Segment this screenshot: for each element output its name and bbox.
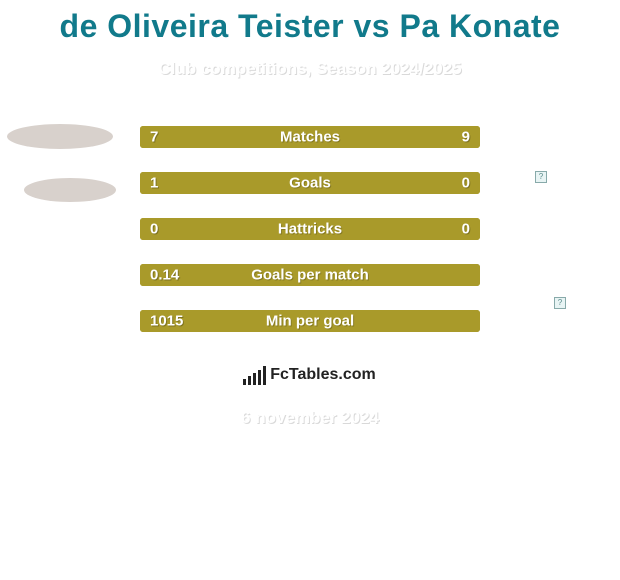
stat-bar-right: [473, 264, 480, 286]
left-photo-placeholder-1: [7, 124, 113, 149]
stat-bar-left: [140, 126, 279, 148]
missing-image-icon: ?: [554, 297, 566, 309]
stat-value-right: 0: [462, 175, 470, 192]
subtitle: Club competitions, Season 2024/2025: [0, 59, 620, 79]
stat-value-left: 1015: [150, 313, 183, 330]
stat-bar-left: [140, 172, 402, 194]
missing-image-icon: ?: [535, 171, 547, 183]
stat-label: Min per goal: [266, 313, 354, 330]
logo-bars-icon: [243, 365, 266, 385]
right-photo-placeholder-2: ?: [498, 260, 602, 345]
comparison-infographic: de Oliveira Teister vs Pa Konate Club co…: [0, 0, 620, 580]
stat-value-left: 0: [150, 221, 158, 238]
date: 6 november 2024: [0, 408, 620, 428]
page-title: de Oliveira Teister vs Pa Konate: [0, 0, 620, 45]
stat-value-right: 0: [462, 221, 470, 238]
stat-value-left: 0.14: [150, 267, 179, 284]
stat-row-min-per-goal: 1015 Min per goal: [140, 310, 480, 332]
stat-label: Matches: [280, 129, 340, 146]
stat-bar-right: [473, 310, 480, 332]
stat-label: Hattricks: [278, 221, 342, 238]
stat-value-left: 1: [150, 175, 158, 192]
stat-label: Goals: [289, 175, 331, 192]
stat-bars: 7 Matches 9 1 Goals 0 0 Hattricks 0 0.14…: [140, 126, 480, 356]
right-photo-placeholder-1: ?: [488, 124, 593, 229]
stat-row-goals-per-match: 0.14 Goals per match: [140, 264, 480, 286]
stat-row-hattricks: 0 Hattricks 0: [140, 218, 480, 240]
logo-text: FcTables.com: [270, 366, 376, 384]
stat-row-goals: 1 Goals 0: [140, 172, 480, 194]
left-photo-placeholder-2: [24, 178, 116, 202]
logo: FcTables.com: [243, 365, 376, 385]
stat-row-matches: 7 Matches 9: [140, 126, 480, 148]
stat-value-left: 7: [150, 129, 158, 146]
logo-box: FcTables.com: [202, 352, 417, 397]
stat-label: Goals per match: [251, 267, 369, 284]
stat-value-right: 9: [462, 129, 470, 146]
